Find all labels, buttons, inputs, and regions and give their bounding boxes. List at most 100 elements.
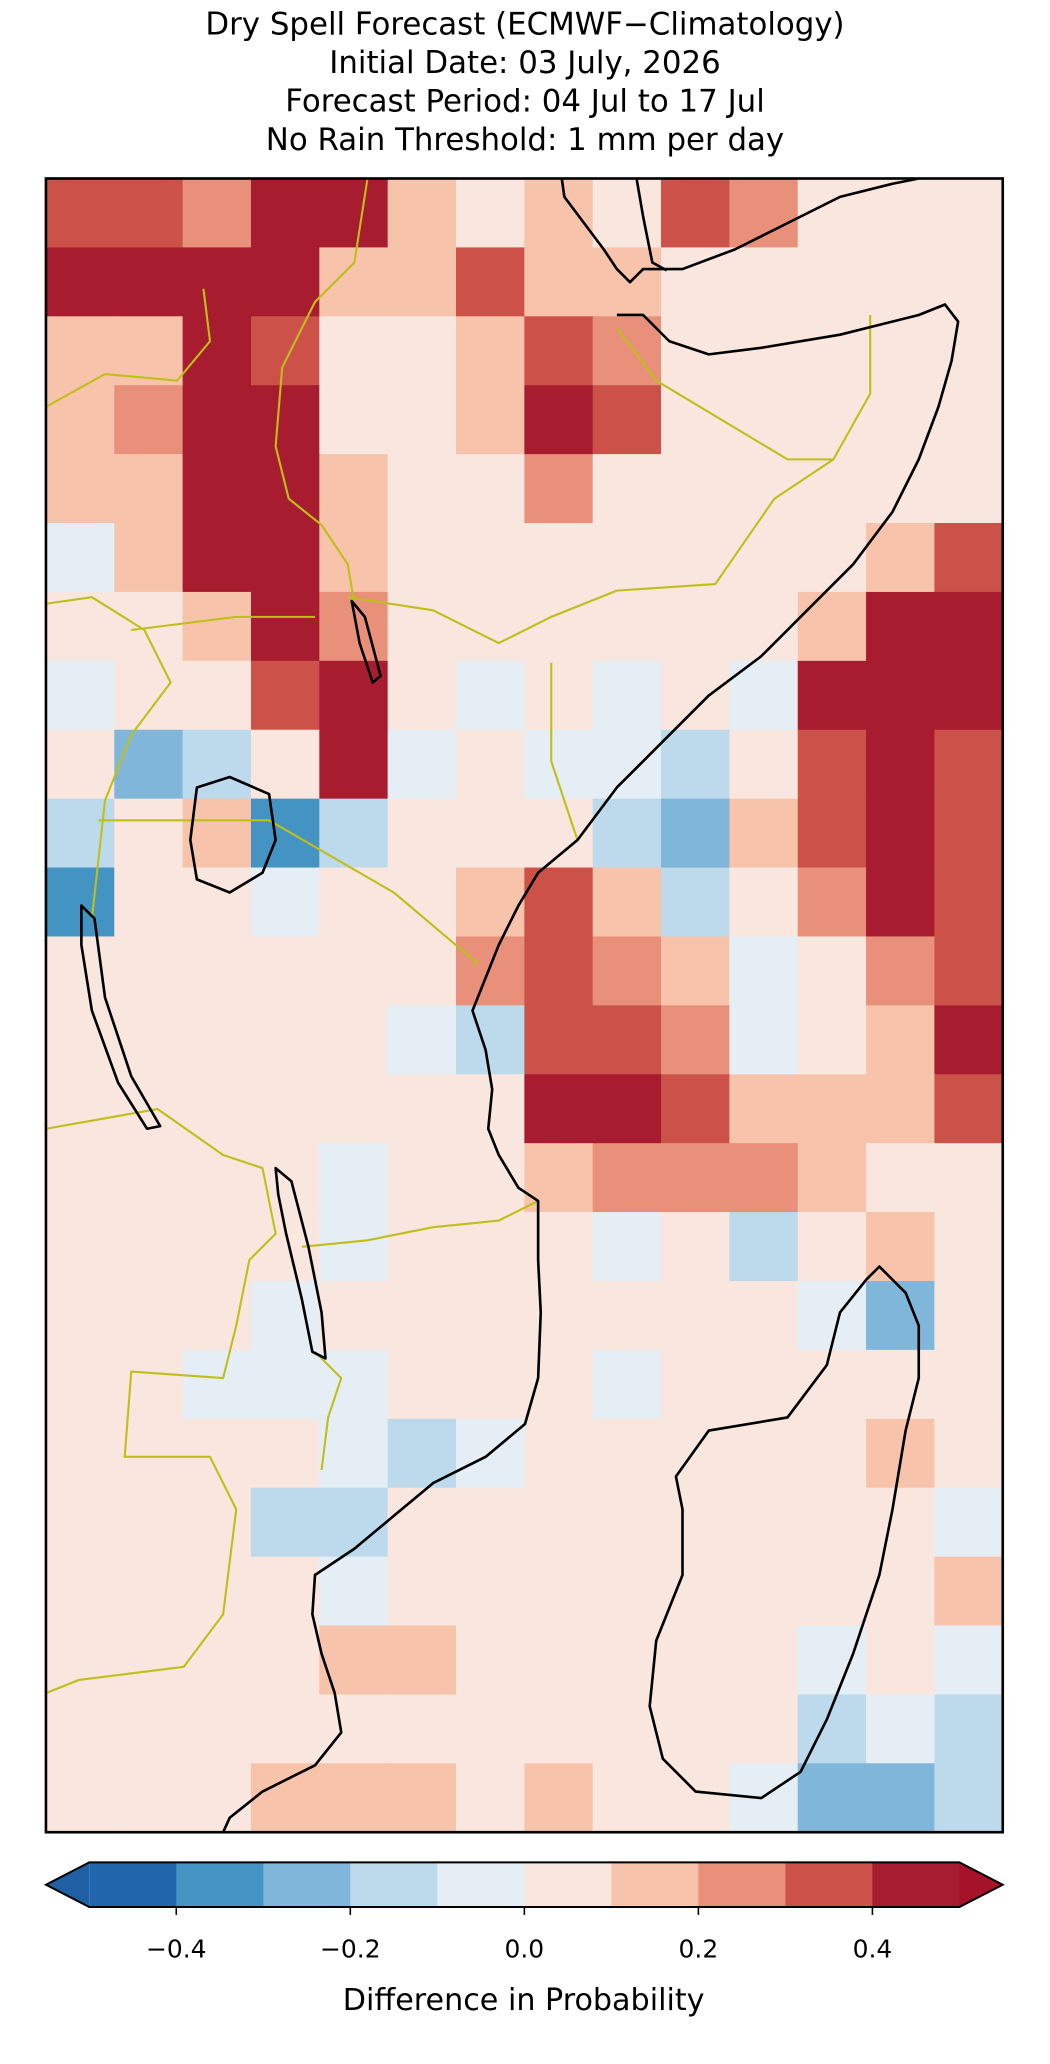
- cell: [661, 1625, 731, 1696]
- cell: [661, 729, 731, 800]
- cell: [934, 1418, 1004, 1489]
- border: [98, 819, 480, 966]
- cell: [934, 1763, 1004, 1833]
- cell: [934, 660, 1004, 731]
- cell: [866, 936, 936, 1007]
- cell: [934, 1005, 1004, 1075]
- cell: [387, 316, 457, 386]
- cell: [456, 178, 525, 249]
- cell: [524, 936, 594, 1007]
- cell: [729, 1143, 799, 1213]
- cell: [797, 867, 867, 938]
- cell: [250, 1625, 320, 1696]
- colorbar-swatch: [872, 1862, 961, 1908]
- cell: [524, 1763, 594, 1833]
- madagascar: [648, 1265, 921, 1800]
- cell: [661, 1487, 731, 1558]
- cell: [524, 1212, 594, 1282]
- border: [832, 314, 872, 460]
- cell: [45, 1418, 115, 1489]
- cell: [387, 798, 457, 869]
- cell: [319, 798, 389, 869]
- lake: [350, 599, 382, 684]
- border: [131, 615, 316, 632]
- cell: [524, 1074, 594, 1144]
- cell: [661, 454, 731, 524]
- colorbar-tick-label: 0.4: [853, 1934, 893, 1963]
- cell: [797, 1763, 867, 1833]
- cell: [250, 867, 320, 938]
- cell: [729, 1418, 799, 1489]
- cell: [45, 1625, 115, 1696]
- colorbar-swatch: [263, 1862, 351, 1908]
- cell: [456, 454, 525, 524]
- cell: [592, 1763, 662, 1833]
- colorbar-outline: [43, 1861, 1005, 1909]
- lake: [189, 775, 277, 894]
- cell: [797, 1143, 867, 1213]
- cell: [114, 1556, 184, 1627]
- cell: [592, 1349, 662, 1420]
- lake: [274, 1166, 327, 1360]
- cell: [456, 1487, 525, 1558]
- cell: [866, 178, 936, 249]
- cell: [524, 660, 594, 731]
- cell: [661, 798, 731, 869]
- cell: [387, 247, 457, 317]
- cell: [866, 729, 936, 800]
- cell: [661, 867, 731, 938]
- cell: [797, 660, 867, 731]
- cell: [182, 1418, 252, 1489]
- colorbar-label: Difference in Probability: [343, 1983, 705, 2018]
- field: [45, 178, 1004, 1833]
- cell: [182, 454, 252, 524]
- cell: [250, 660, 320, 731]
- cell: [182, 729, 252, 800]
- cell: [456, 1212, 525, 1282]
- cell: [524, 385, 594, 455]
- cell: [934, 1694, 1004, 1764]
- cell: [524, 1418, 594, 1489]
- cell: [250, 1005, 320, 1075]
- cell: [45, 454, 115, 524]
- cell: [250, 385, 320, 455]
- cell: [592, 1074, 662, 1144]
- cell: [934, 178, 1004, 249]
- cell: [934, 936, 1004, 1007]
- cell: [114, 729, 184, 800]
- cell: [592, 867, 662, 938]
- cell: [934, 591, 1004, 662]
- cell: [45, 1074, 115, 1144]
- cell: [797, 316, 867, 386]
- cell: [45, 1143, 115, 1213]
- cell: [45, 178, 115, 249]
- cell: [729, 729, 799, 800]
- cell: [524, 1005, 594, 1075]
- colorbar-swatch: [524, 1862, 613, 1908]
- cell: [319, 1763, 389, 1833]
- cell: [250, 523, 320, 593]
- cell: [934, 729, 1004, 800]
- cell: [934, 1625, 1004, 1696]
- cell: [592, 454, 662, 524]
- cell: [729, 247, 799, 317]
- coastline: [635, 178, 668, 272]
- colorbar-extend-high: [959, 1862, 1003, 1908]
- colorbar-tick-label: 0.0: [505, 1934, 545, 1963]
- cell: [182, 867, 252, 938]
- cell: [387, 385, 457, 455]
- cell: [524, 178, 594, 249]
- colorbar-swatch: [785, 1862, 874, 1908]
- cell: [456, 1763, 525, 1833]
- colorbar: −0.4 −0.2 0.0 0.2 0.4 Difference in Probabili…: [43, 1861, 1005, 2018]
- cell: [934, 247, 1004, 317]
- cell: [250, 798, 320, 869]
- cell: [866, 798, 936, 869]
- map-lines: [45, 177, 960, 1833]
- title-block: Dry Spell Forecast (ECMWF−Climatology)In…: [205, 7, 844, 158]
- cell: [250, 1349, 320, 1420]
- cell: [661, 178, 731, 249]
- cell: [866, 660, 936, 731]
- cell: [114, 936, 184, 1007]
